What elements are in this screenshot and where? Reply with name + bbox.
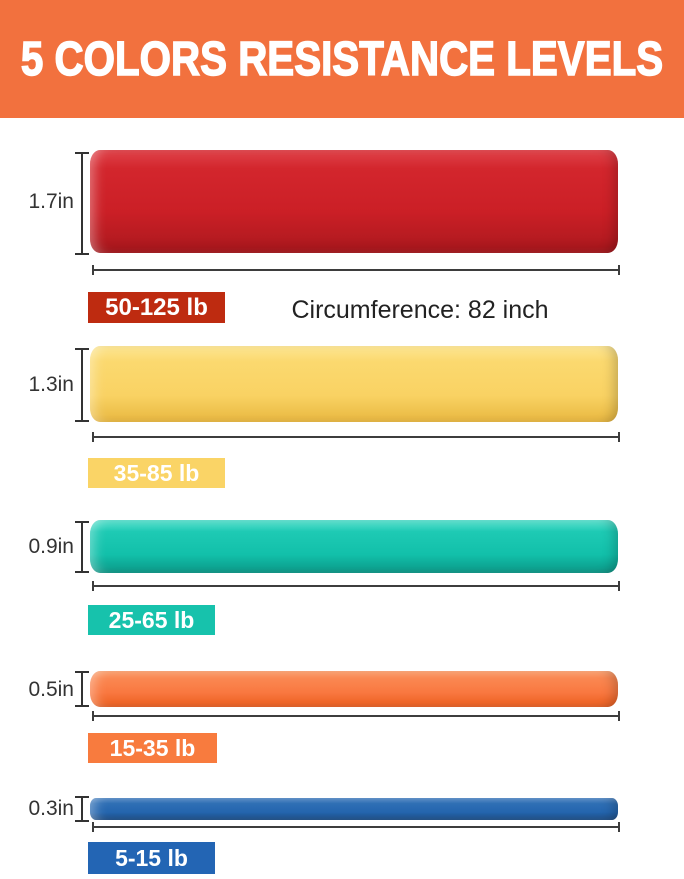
bracket-line [81,350,83,420]
measure-line [92,585,620,587]
measure-tick-right [618,581,620,591]
resistance-range-badge-yellow: 35-85 lb [88,458,225,488]
length-measure-line-orange [92,711,620,721]
resistance-range-badge-blue: 5-15 lb [88,842,215,874]
length-measure-line-red [92,265,620,275]
header-banner: 5 COLORS RESISTANCE LEVELS [0,0,684,118]
measure-tick-left [92,432,94,442]
width-dimension-label-yellow: 1.3in [28,373,74,396]
resistance-band-yellow [90,346,618,422]
bracket-line [81,523,83,571]
measure-tick-right [618,265,620,275]
width-dimension-bracket-blue [75,796,89,822]
width-dimension-bracket-teal [75,521,89,573]
width-dimension-label-blue: 0.3in [28,797,74,820]
resistance-range-badge-red: 50-125 lb [88,292,225,323]
resistance-band-blue [90,798,618,820]
length-measure-line-blue [92,822,620,832]
measure-line [92,269,620,271]
length-measure-line-teal [92,581,620,591]
measure-tick-left [92,711,94,721]
bracket-line [81,673,83,705]
width-dimension-label-teal: 0.9in [28,535,74,558]
measure-tick-right [618,432,620,442]
measure-tick-left [92,581,94,591]
resistance-band-teal [90,520,618,573]
length-measure-line-yellow [92,432,620,442]
measure-tick-right [618,822,620,832]
width-dimension-label-orange: 0.5in [28,678,74,701]
page-title: 5 COLORS RESISTANCE LEVELS [20,32,664,87]
resistance-range-badge-teal: 25-65 lb [88,605,215,635]
bracket-line [81,798,83,820]
circumference-label: Circumference: 82 inch [291,296,549,324]
measure-tick-left [92,265,94,275]
resistance-band-orange [90,671,618,707]
measure-tick-right [618,711,620,721]
bracket-line [81,154,83,253]
measure-tick-left [92,822,94,832]
width-dimension-bracket-yellow [75,348,89,422]
measure-line [92,826,620,828]
measure-line [92,715,620,717]
width-dimension-label-red: 1.7in [28,190,74,213]
resistance-range-badge-orange: 15-35 lb [88,733,217,763]
resistance-band-red [90,150,618,253]
width-dimension-bracket-red [75,152,89,255]
width-dimension-bracket-orange [75,671,89,707]
measure-line [92,436,620,438]
